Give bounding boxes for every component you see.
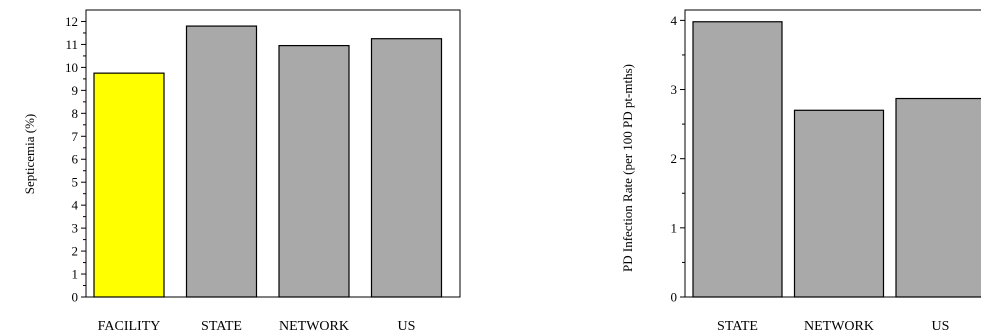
septicemia-y-tick-label: 11 — [65, 37, 78, 52]
septicemia-plot-frame — [85, 9, 461, 298]
pd-infection-y-tick-label: 0 — [671, 290, 678, 305]
pd-infection-bar-state — [692, 21, 783, 298]
pd-infection-bar-us — [895, 97, 981, 298]
pd-infection-y-axis-title: PD Infection Rate (per 100 PD pt-mths) — [620, 64, 635, 272]
septicemia-y-tick-label: 4 — [72, 198, 79, 213]
septicemia-y-tick-label: 8 — [72, 106, 79, 121]
pd-infection-y-tick-label: 3 — [671, 82, 678, 97]
septicemia-bar-state — [185, 25, 258, 298]
pd-infection-y-tick-label: 2 — [671, 151, 678, 166]
pd-infection-chart: PD Infection Rate (per 100 PD pt-mths) S… — [620, 9, 981, 334]
pd-infection-x-tick-label: STATE — [717, 319, 758, 334]
septicemia-y-tick-label: 2 — [72, 244, 79, 259]
septicemia-x-tick-label: NETWORK — [279, 319, 349, 334]
septicemia-y-tick-label: 1 — [72, 267, 79, 282]
pd-infection-y-tick-label: 1 — [671, 220, 678, 235]
septicemia-bar-network — [278, 44, 350, 298]
septicemia-x-tick-label: US — [398, 319, 416, 334]
septicemia-y-tick-label: 12 — [65, 14, 78, 29]
septicemia-y-tick-label: 9 — [72, 83, 79, 98]
septicemia-y-tick-label: 5 — [72, 175, 79, 190]
pd-infection-y-tick-label: 4 — [671, 13, 678, 28]
septicemia-bar-us — [370, 38, 443, 298]
pd-infection-x-tick-label: NETWORK — [804, 319, 874, 334]
septicemia-chart: Septicemia (%) FACILITY STATE NETWORK US012… — [22, 9, 461, 334]
septicemia-x-tick-label: FACILITY — [98, 319, 161, 334]
pd-infection-bar-network — [793, 109, 885, 298]
pd-infection-x-tick-label: US — [932, 319, 950, 334]
septicemia-y-tick-label: 6 — [72, 152, 79, 167]
septicemia-x-tick-label: STATE — [201, 319, 242, 334]
septicemia-bar-facility — [93, 72, 165, 298]
septicemia-y-tick-label: 0 — [72, 290, 79, 305]
septicemia-y-axis-title: Septicemia (%) — [22, 114, 37, 195]
septicemia-y-tick-label: 7 — [72, 129, 79, 144]
septicemia-y-tick-label: 10 — [65, 60, 78, 75]
septicemia-y-tick-label: 3 — [72, 221, 79, 236]
